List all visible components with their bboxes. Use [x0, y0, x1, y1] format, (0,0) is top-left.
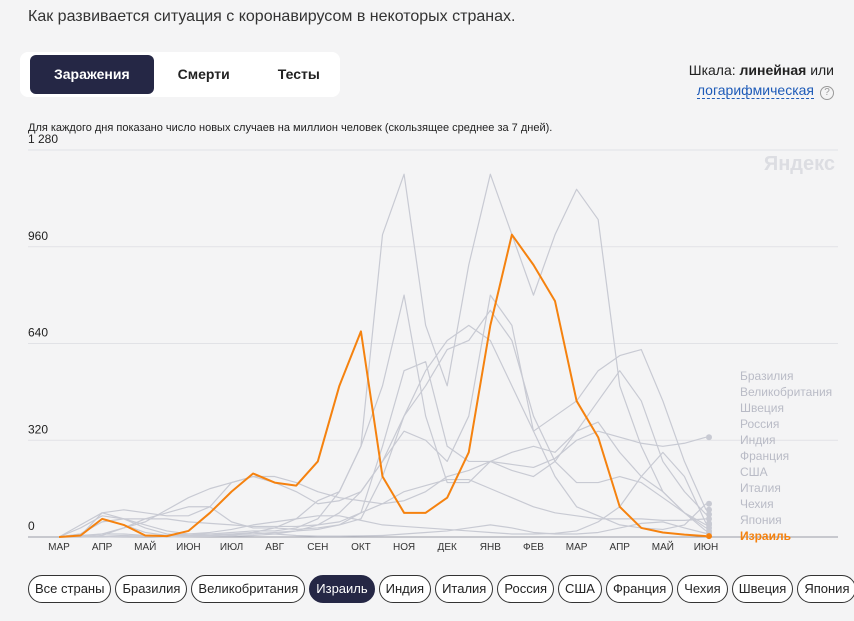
x-tick-label: ИЮН — [694, 542, 719, 553]
x-tick-label: АПР — [92, 542, 113, 553]
country-chip[interactable]: Россия — [497, 575, 554, 603]
end-dot — [706, 506, 712, 513]
x-tick-label: ФЕВ — [523, 542, 544, 553]
scale-option[interactable]: логарифмическая — [696, 82, 814, 99]
legend-label: Швеция — [740, 401, 784, 415]
x-tick-label: МАР — [566, 542, 588, 553]
x-tick-label: МАЙ — [134, 540, 156, 553]
country-chip[interactable]: Израиль — [309, 575, 375, 603]
tab[interactable]: Заражения — [30, 55, 154, 94]
tab[interactable]: Смерти — [177, 66, 230, 82]
country-chip[interactable]: Швеция — [731, 575, 794, 603]
series-line — [59, 521, 707, 538]
chart-note: Для каждого дня показано число новых слу… — [28, 122, 553, 134]
scale-switch: Шкала: линейная или логарифмическая? — [689, 60, 834, 100]
scale-option[interactable]: линейная — [739, 62, 807, 78]
end-dot — [706, 515, 712, 522]
y-tick-label: 960 — [28, 229, 48, 243]
x-tick-label: ИЮН — [176, 542, 201, 553]
series-line — [59, 478, 707, 538]
x-tick-label: МАР — [48, 542, 70, 553]
x-tick-label: АПР — [610, 542, 631, 553]
country-chips: Все страны Бразилия Великобритания Израиль И… — [28, 575, 854, 603]
country-chip[interactable]: Индия — [378, 575, 432, 603]
tabs: Заражения Смерти Тесты — [20, 52, 340, 97]
x-tick-label: ДЕК — [438, 542, 457, 553]
y-tick-label: 640 — [28, 326, 48, 340]
country-chip[interactable]: Все страны — [28, 575, 112, 603]
scale-joiner: или — [810, 62, 834, 78]
country-chip[interactable]: Чехия — [677, 575, 728, 603]
scale-label: Шкала: — [688, 62, 736, 78]
y-tick-label: 320 — [28, 422, 48, 436]
y-tick-label: 0 — [28, 519, 35, 533]
x-tick-label: МАЙ — [652, 540, 674, 553]
series-line — [58, 294, 707, 538]
series-line — [58, 361, 707, 538]
end-dot — [706, 533, 712, 540]
legend-label: Индия — [740, 433, 775, 447]
x-tick-label: АВГ — [265, 542, 284, 553]
legend-label: Бразилия — [740, 369, 794, 383]
x-tick-label: НОЯ — [393, 542, 415, 553]
legend-label: США — [740, 465, 768, 479]
series-line — [59, 451, 707, 538]
country-chip[interactable]: Франция — [605, 575, 674, 603]
series-line — [58, 294, 707, 538]
legend-label: Великобритания — [740, 385, 832, 399]
series-line — [58, 309, 707, 538]
tab[interactable]: Тесты — [277, 66, 320, 82]
series-line — [58, 324, 707, 538]
x-tick-label: СЕН — [307, 542, 328, 553]
watermark: Яндекс — [764, 153, 835, 175]
x-tick-label: ЯНВ — [480, 542, 501, 553]
legend-label: Россия — [740, 417, 779, 431]
country-chip[interactable]: Япония — [797, 575, 854, 603]
legend-label: Израиль — [740, 529, 791, 543]
country-chip[interactable]: Великобритания — [191, 575, 306, 603]
y-tick-label: 1 280 — [28, 132, 58, 146]
x-tick-label: ИЮЛ — [220, 542, 243, 553]
series-line — [58, 173, 707, 538]
legend-label: Чехия — [740, 497, 774, 511]
help-icon[interactable]: ? — [820, 86, 834, 100]
legend-label: Япония — [740, 513, 782, 527]
country-chip[interactable]: Бразилия — [115, 575, 188, 603]
page-title: Как развивается ситуация с коронавирусом… — [28, 8, 516, 25]
country-chip[interactable]: США — [558, 575, 602, 603]
legend-label: Франция — [740, 449, 789, 463]
country-chip[interactable]: Италия — [435, 575, 494, 603]
legend-label: Италия — [740, 481, 781, 495]
end-dot — [706, 511, 712, 518]
end-dot — [706, 434, 712, 441]
end-dot — [706, 500, 712, 507]
x-tick-label: ОКТ — [351, 542, 371, 553]
series-line — [58, 233, 707, 538]
